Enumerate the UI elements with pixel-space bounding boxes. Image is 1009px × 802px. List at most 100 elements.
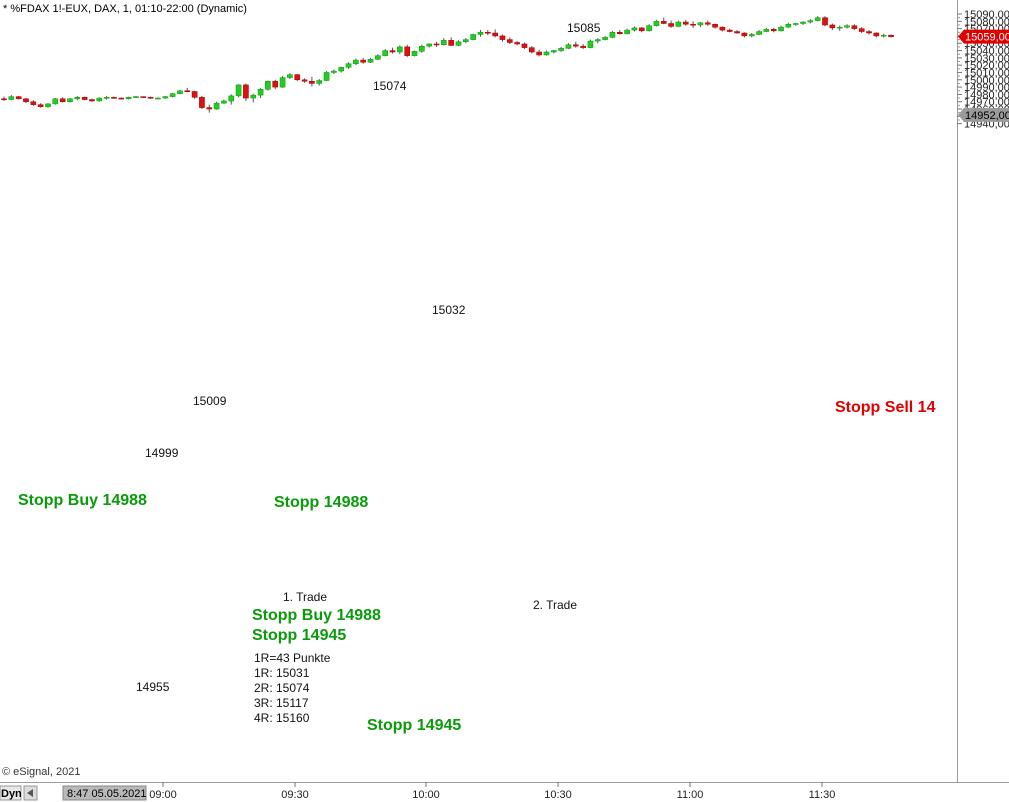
- candle: [419, 44, 425, 53]
- price-badge-shape: [958, 29, 1009, 44]
- candle-body-up: [265, 81, 271, 90]
- candle: [822, 16, 828, 27]
- candle: [741, 32, 748, 38]
- candle: [880, 33, 887, 38]
- dyn-button[interactable]: [0, 785, 22, 801]
- candle-body-up: [419, 45, 425, 52]
- candle: [221, 99, 227, 104]
- candle: [338, 66, 345, 73]
- candle-body-up: [587, 40, 594, 48]
- candle-body-down: [829, 24, 836, 29]
- candle-body-up: [756, 31, 762, 35]
- candle: [572, 41, 579, 48]
- candle: [785, 22, 792, 28]
- candle: [45, 103, 51, 108]
- candle-body-down: [682, 21, 689, 25]
- candle: [162, 95, 169, 99]
- candle: [550, 49, 557, 54]
- candle-body-up: [353, 59, 359, 64]
- candle-body-up: [257, 89, 264, 96]
- candle-body-up: [455, 41, 462, 46]
- candle-body-down: [616, 32, 623, 34]
- candle: [140, 96, 147, 99]
- candle-body-down: [59, 98, 66, 102]
- y-tick-label: 15090,00: [964, 9, 1009, 21]
- candle-body-up: [594, 39, 601, 42]
- candle: [807, 19, 814, 24]
- candle-body-up: [287, 74, 293, 78]
- candle: [96, 97, 103, 102]
- y-tick-label: 15010,00: [964, 67, 1009, 79]
- candle-body-down: [690, 23, 696, 26]
- candle: [272, 79, 279, 90]
- y-tick-label: 14980,00: [964, 89, 1009, 101]
- candle: [873, 32, 880, 38]
- candle: [704, 20, 711, 26]
- candle-body-down: [404, 46, 410, 56]
- candle-body-up: [103, 97, 110, 99]
- candle-body-up: [338, 67, 345, 72]
- x-tick-label: 10:00: [412, 789, 440, 801]
- candle-body-up: [52, 98, 59, 105]
- candle: [448, 37, 454, 47]
- candle: [726, 28, 733, 33]
- candle: [67, 98, 73, 103]
- candle-body-down: [734, 31, 740, 34]
- candle: [763, 27, 770, 33]
- candles: [1, 16, 894, 113]
- candle: [734, 30, 740, 34]
- candle: [675, 20, 682, 28]
- candle: [528, 46, 535, 54]
- candle-body-down: [243, 84, 249, 99]
- candle-body-up: [125, 97, 132, 100]
- candle: [888, 34, 894, 38]
- candle-body-up: [45, 103, 51, 108]
- candle: [30, 100, 37, 107]
- candle: [521, 42, 528, 50]
- candle-body-up: [397, 46, 403, 53]
- x-tick-label: 09:30: [281, 789, 309, 801]
- y-tick-label: 15020,00: [964, 60, 1009, 72]
- candle: [228, 94, 235, 105]
- candle-body-up: [177, 90, 183, 94]
- annotation-small: 2R: 15074: [254, 681, 310, 695]
- candle-body-down: [147, 97, 154, 99]
- candle-body-up: [133, 96, 139, 98]
- plot-area[interactable]: [0, 0, 957, 782]
- candle: [638, 27, 645, 33]
- candle-body-down: [822, 17, 828, 26]
- candle: [184, 87, 191, 93]
- candle: [250, 93, 257, 103]
- candle-body-up: [228, 95, 235, 102]
- candle-body-down: [309, 81, 315, 84]
- candle-body-down: [294, 74, 301, 81]
- candle: [470, 33, 476, 41]
- candle: [851, 24, 858, 31]
- x-tick-label: 11:30: [809, 789, 836, 801]
- candle: [536, 49, 542, 57]
- candle-body-down: [199, 97, 205, 108]
- annotation-green: Stopp Buy 14988: [252, 607, 381, 624]
- candle: [748, 33, 755, 38]
- candle-body-down: [389, 50, 396, 53]
- candle: [257, 87, 264, 99]
- candle-body-down: [448, 40, 454, 46]
- candle-body-up: [631, 27, 638, 31]
- candle: [580, 43, 586, 50]
- candle: [389, 47, 396, 54]
- y-tick-label: 14990,00: [964, 82, 1009, 94]
- y-tick-label: 15040,00: [964, 46, 1009, 58]
- y-axis[interactable]: 15090,0015080,0015070,0015060,0015050,00…: [957, 9, 1009, 131]
- candle: [756, 30, 762, 36]
- candle: [345, 62, 352, 69]
- candle: [382, 49, 389, 57]
- candle-body-up: [67, 98, 73, 102]
- candle-body-up: [316, 80, 323, 84]
- price-badge-label: 14952,00: [965, 110, 1009, 122]
- candle-body-up: [345, 63, 352, 68]
- candle: [353, 58, 359, 66]
- candle: [433, 41, 440, 47]
- candle: [15, 95, 22, 100]
- candle-body-down: [514, 42, 520, 45]
